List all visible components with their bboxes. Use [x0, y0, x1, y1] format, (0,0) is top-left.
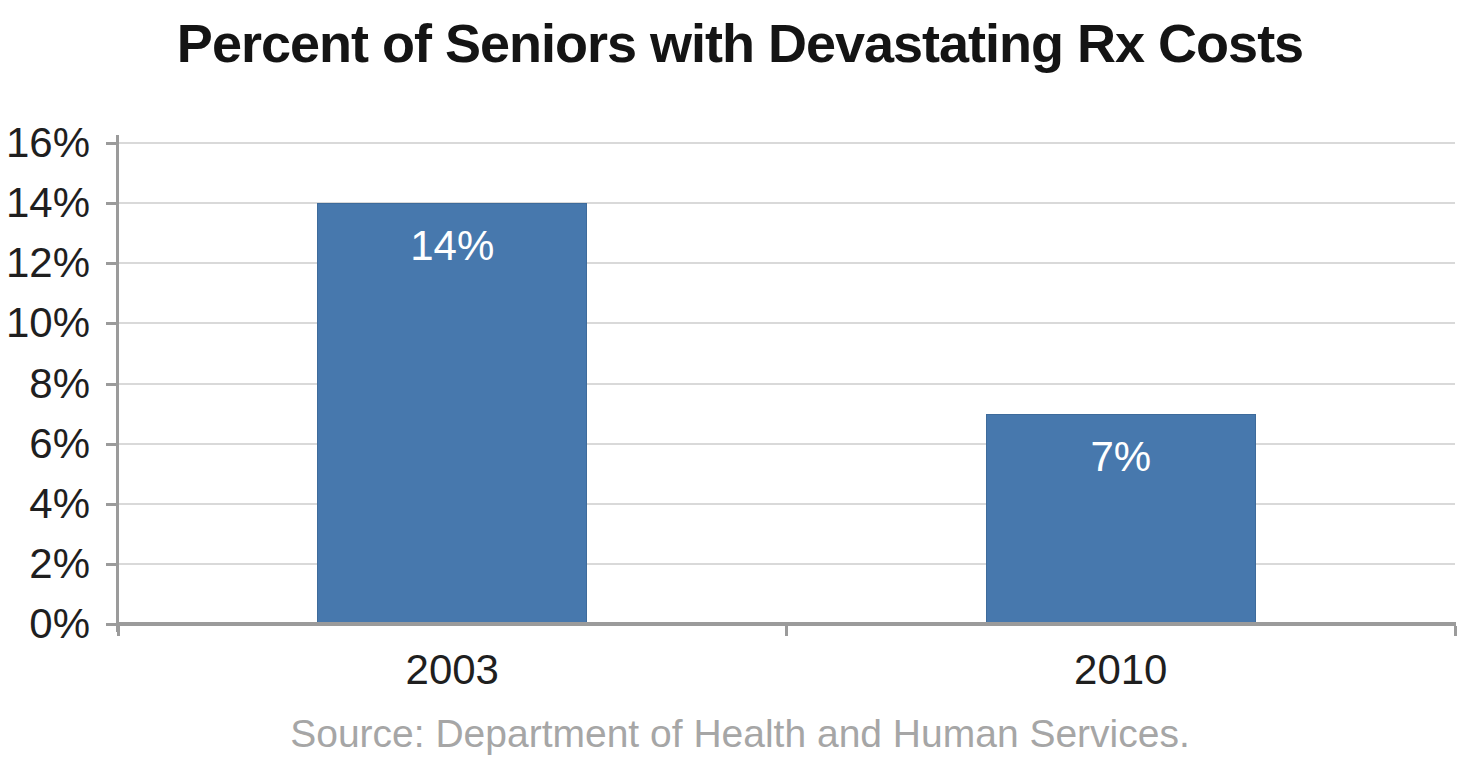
y-tick-label: 14%: [0, 177, 90, 229]
bar: 14%: [317, 203, 587, 624]
gridline: [118, 142, 1455, 144]
y-axis-tick: [106, 383, 118, 386]
chart-stage: Percent of Seniors with Devastating Rx C…: [0, 0, 1480, 774]
source-note: Source: Department of Health and Human S…: [0, 712, 1480, 756]
y-tick-label: 16%: [0, 117, 90, 169]
chart-title: Percent of Seniors with Devastating Rx C…: [0, 12, 1480, 74]
y-axis-tick: [106, 503, 118, 506]
y-tick-label: 2%: [0, 538, 90, 590]
y-axis-tick: [106, 563, 118, 566]
x-axis-tick: [117, 626, 120, 636]
y-tick-label: 8%: [0, 358, 90, 410]
y-tick-label: 12%: [0, 237, 90, 289]
bar-value-label: 7%: [987, 433, 1255, 481]
y-tick-label: 10%: [0, 297, 90, 349]
y-tick-label: 6%: [0, 418, 90, 470]
x-axis-tick: [785, 626, 788, 636]
x-tick-label: 2010: [1001, 648, 1241, 692]
plot-area: 14% 7%: [118, 143, 1455, 624]
y-axis-tick: [106, 443, 118, 446]
y-axis-tick: [106, 262, 118, 265]
y-tick-label: 0%: [0, 598, 90, 650]
bar-value-label: 14%: [318, 222, 586, 270]
y-tick-label: 4%: [0, 478, 90, 530]
y-axis-tick: [106, 202, 118, 205]
x-tick-label: 2003: [332, 648, 572, 692]
bar: 7%: [986, 414, 1256, 624]
x-axis-tick: [1454, 626, 1457, 636]
y-axis-tick: [106, 142, 118, 145]
y-axis-tick: [106, 322, 118, 325]
